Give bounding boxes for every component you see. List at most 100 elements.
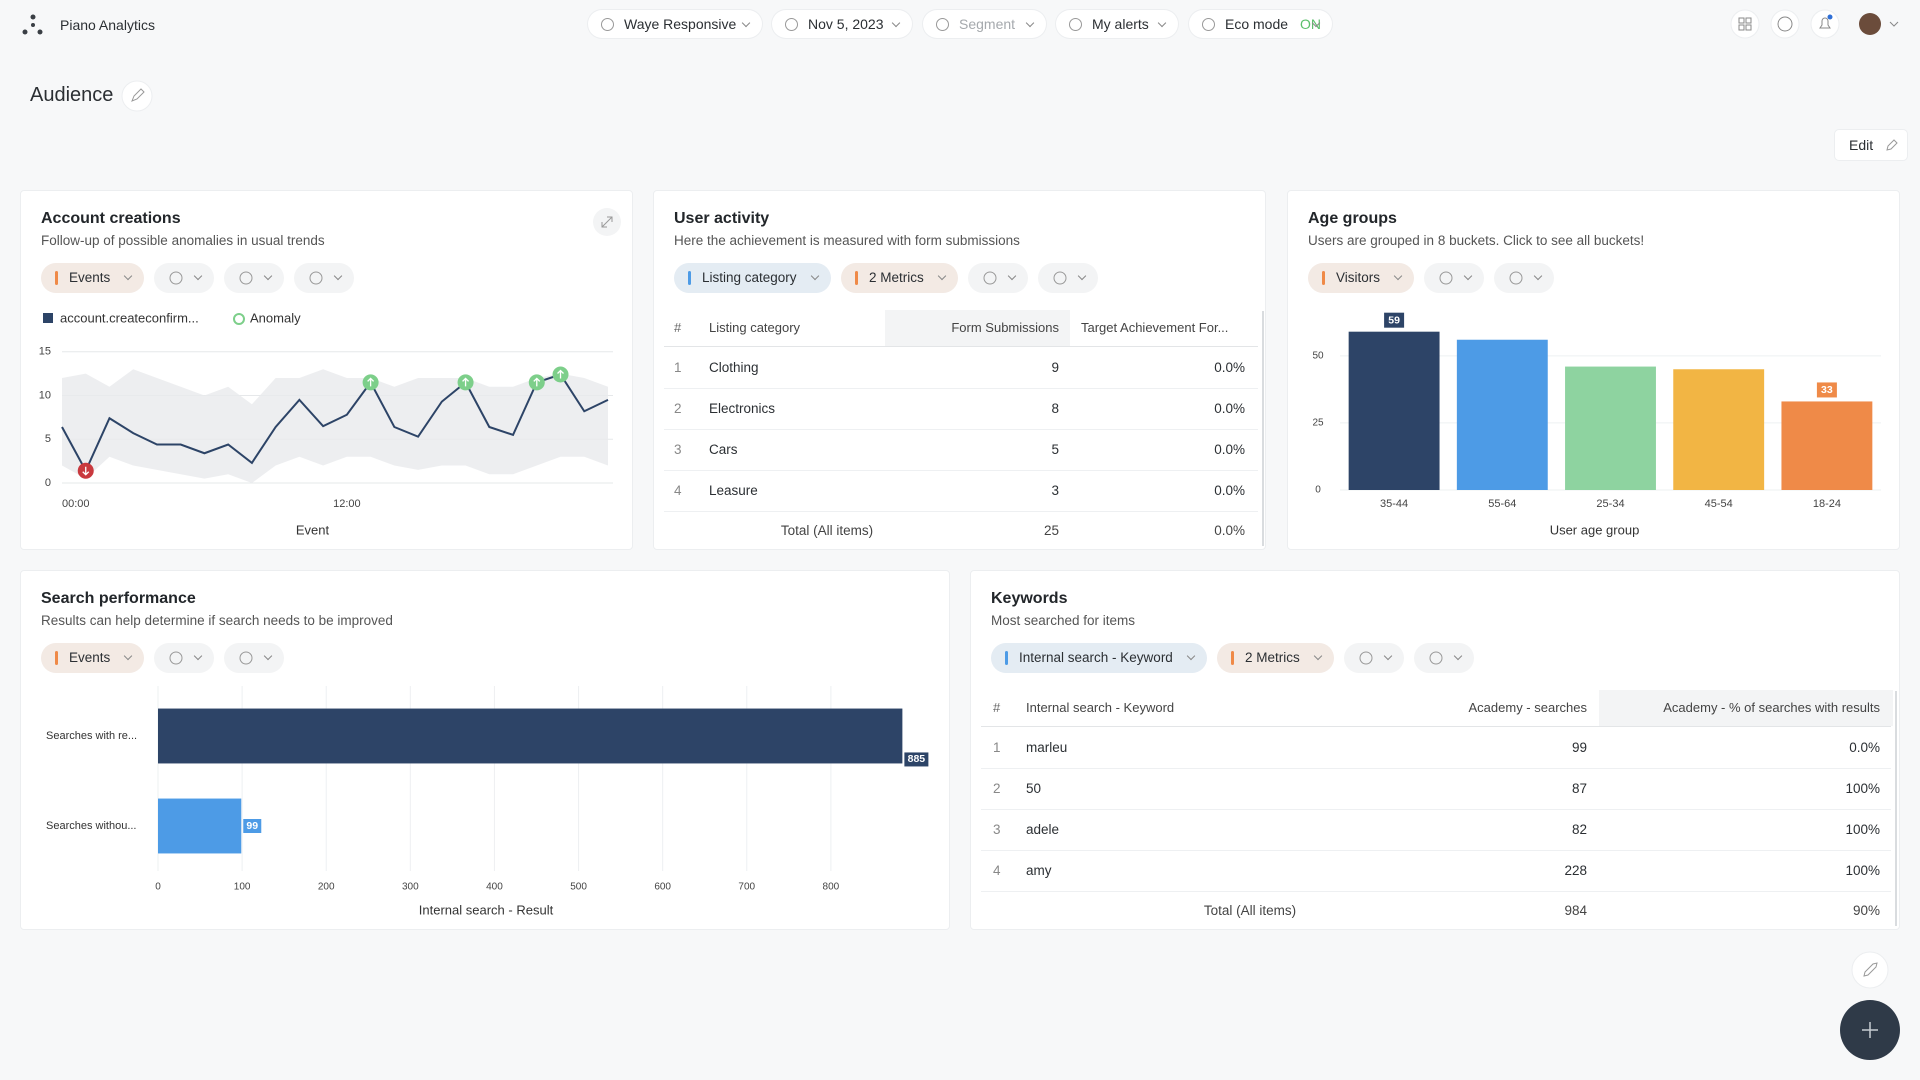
- value-label-bg: [243, 819, 262, 833]
- dimension-selector[interactable]: Internal search - Keyword: [991, 643, 1207, 673]
- row-index: 1: [993, 740, 1001, 755]
- apps-button[interactable]: [1730, 9, 1760, 39]
- option-icon: [239, 271, 253, 285]
- help-button[interactable]: [1770, 9, 1800, 39]
- dimension-selector[interactable]: Events: [41, 643, 145, 673]
- row-divider: [664, 429, 1258, 430]
- option-selector[interactable]: [224, 643, 284, 673]
- x-tick-label: 800: [823, 882, 840, 893]
- table-cell: Leasure: [709, 483, 758, 498]
- chart: 0 5 10 15 account.createconfirm... Anomaly 00:…: [39, 310, 613, 537]
- table-cell: 100%: [1845, 863, 1880, 878]
- x-axis-title: Internal search - Result: [419, 902, 554, 917]
- selector-color-bar: [1231, 651, 1234, 665]
- card-subtitle: Users are grouped in 8 buckets. Click to…: [1308, 233, 1645, 248]
- selector-tint: [1217, 643, 1334, 673]
- option-selector[interactable]: [1414, 643, 1474, 673]
- option-icon: [169, 271, 183, 285]
- launch-button[interactable]: [1848, 948, 1892, 992]
- x-tick-label: 300: [402, 882, 419, 893]
- legend-label: account.createconfirm...: [60, 310, 199, 325]
- y-tick-label: 50: [1312, 350, 1324, 361]
- x-tick-label: 200: [318, 882, 335, 893]
- value-label: 99: [246, 820, 258, 832]
- option-icon: [1439, 271, 1453, 285]
- y-tick-label: Searches withou...: [46, 820, 137, 832]
- legend-anomaly-icon: [233, 313, 245, 325]
- dimension-selector[interactable]: 2 Metrics: [841, 263, 958, 293]
- notifications-button[interactable]: [1810, 9, 1840, 39]
- x-tick-label: 12:00: [333, 498, 361, 510]
- option-icon: [169, 651, 183, 665]
- selector-color-bar: [55, 651, 58, 665]
- table-cell: 99: [1571, 740, 1587, 755]
- table-cell: 82: [1571, 822, 1587, 837]
- app-name: Piano Analytics: [60, 17, 155, 33]
- option-selector[interactable]: [154, 263, 214, 293]
- header-sort-cell[interactable]: [1599, 690, 1893, 726]
- alerts-selector[interactable]: My alerts: [1056, 10, 1178, 38]
- option-icon: [309, 271, 323, 285]
- x-tick-label: 45-54: [1705, 498, 1733, 510]
- bar: [1565, 366, 1656, 490]
- card-title: Search performance: [41, 590, 196, 607]
- rename-button[interactable]: [121, 80, 153, 112]
- icon-shape: [1359, 651, 1373, 665]
- segment-selector[interactable]: Segment: [923, 10, 1046, 38]
- option-selector[interactable]: [1424, 263, 1484, 293]
- option-selector[interactable]: [294, 263, 354, 293]
- total-cell: 25: [1043, 523, 1059, 538]
- table-cell: adele: [1026, 822, 1060, 837]
- option-selector[interactable]: [968, 263, 1028, 293]
- legend-label: Anomaly: [250, 310, 301, 325]
- x-axis-title: User age group: [1550, 522, 1640, 537]
- date-selector[interactable]: Nov 5, 2023: [772, 10, 912, 38]
- table-cell: Cars: [709, 442, 738, 457]
- table-cell: 100%: [1845, 822, 1880, 837]
- series-line: [61, 373, 609, 473]
- bar: [1673, 369, 1765, 490]
- dimension-selector[interactable]: Visitors: [1308, 263, 1415, 293]
- icon-shape: [1509, 271, 1523, 285]
- icon-shape: [983, 271, 997, 285]
- legend-swatch: [43, 313, 53, 323]
- bar: [1456, 339, 1548, 490]
- column-header: Target Achievement For...: [1081, 320, 1229, 335]
- add-widget-button[interactable]: [1838, 998, 1902, 1062]
- site-selector[interactable]: Waye Responsive: [588, 10, 762, 38]
- scrollbar: [1895, 691, 1897, 926]
- edit-button[interactable]: Edit: [1835, 130, 1907, 160]
- x-tick-label: 25-34: [1596, 498, 1624, 510]
- row-divider: [981, 891, 1891, 892]
- column-header: #: [674, 320, 682, 335]
- dimension-selector[interactable]: Events: [41, 263, 145, 293]
- table-cell: 9: [1051, 360, 1059, 375]
- column-header: #: [993, 700, 1001, 715]
- header-sort-cell[interactable]: [885, 310, 1070, 346]
- expand-button[interactable]: [592, 207, 622, 237]
- edit-label: Edit: [1849, 137, 1874, 153]
- option-selector[interactable]: [1344, 643, 1404, 673]
- x-tick-label: 400: [486, 882, 503, 893]
- selector-tint: [674, 263, 831, 293]
- value-label-bg: [1816, 382, 1837, 398]
- eco-mode-toggle[interactable]: Eco mode ON: [1189, 10, 1332, 38]
- table-cell: 228: [1564, 863, 1587, 878]
- option-selector[interactable]: [1494, 263, 1554, 293]
- dimension-selector[interactable]: Listing category: [674, 263, 831, 293]
- anomaly-marker: [457, 374, 474, 391]
- user-menu[interactable]: [1859, 13, 1899, 35]
- row-divider: [981, 809, 1891, 810]
- x-tick-label: 500: [570, 882, 587, 893]
- selector-label: 2 Metrics: [869, 270, 924, 285]
- y-tick-label: 5: [45, 433, 51, 445]
- dimension-selector[interactable]: 2 Metrics: [1217, 643, 1334, 673]
- widget-card: User activity Here the achievement is mea…: [653, 190, 1266, 550]
- total-cell: 984: [1564, 903, 1587, 918]
- selector-label: Events: [69, 650, 111, 665]
- option-selector[interactable]: [224, 263, 284, 293]
- widget-card: Keywords Most searched for items Internal …: [970, 570, 1900, 930]
- option-selector[interactable]: [154, 643, 214, 673]
- date: Nov 5, 2023: [808, 16, 884, 32]
- option-selector[interactable]: [1038, 263, 1098, 293]
